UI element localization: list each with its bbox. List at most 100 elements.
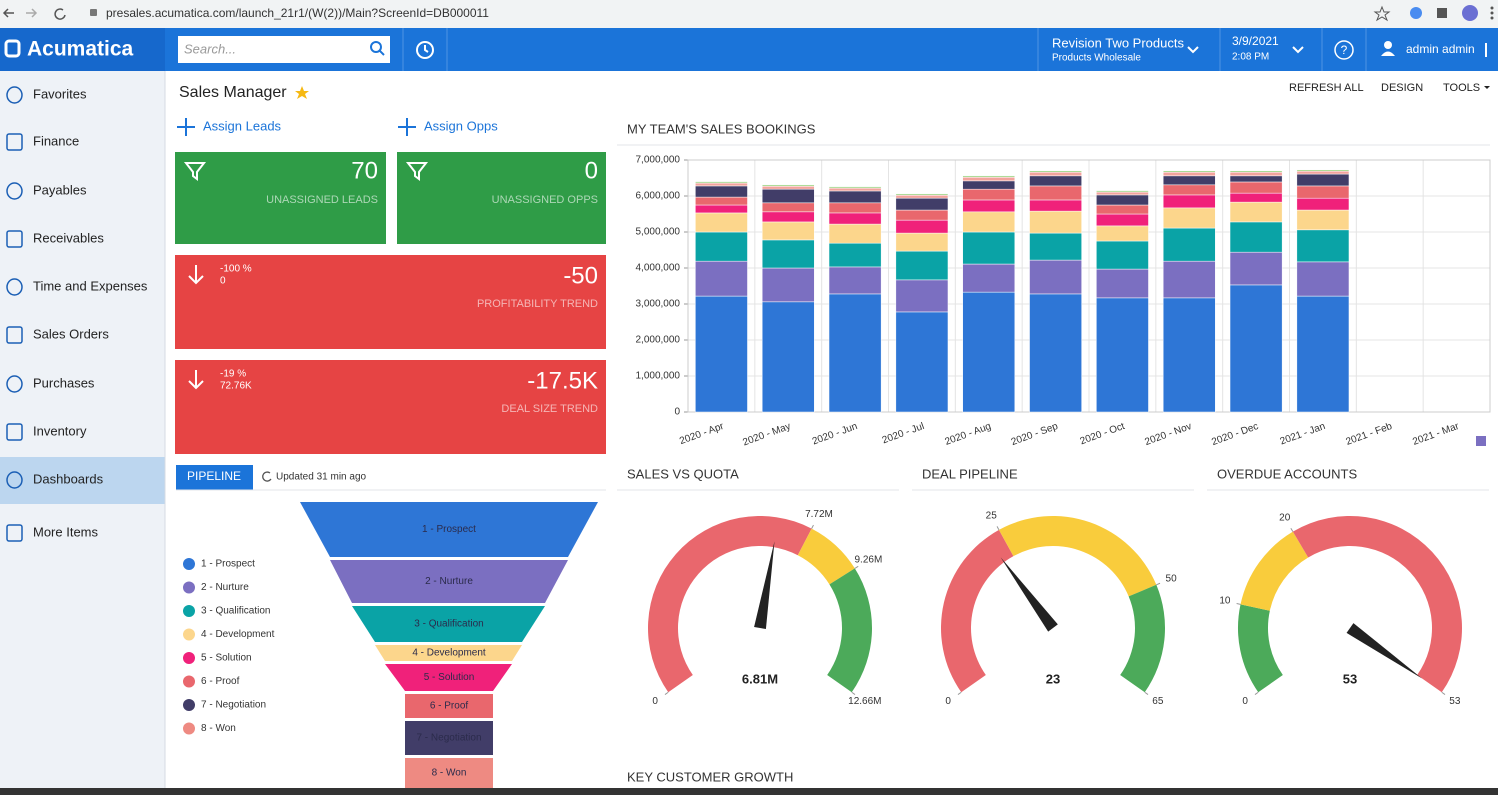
bar-segment[interactable] xyxy=(695,212,748,233)
bar-segment[interactable] xyxy=(1029,210,1082,234)
menu-icon[interactable] xyxy=(6,375,23,393)
bar-segment[interactable] xyxy=(895,209,949,221)
plus-icon[interactable] xyxy=(177,118,195,136)
bar-segment[interactable] xyxy=(695,182,748,187)
menu-item[interactable]: Favorites xyxy=(33,86,87,101)
bar-segment[interactable] xyxy=(1296,209,1350,231)
bar-segment[interactable] xyxy=(761,239,815,269)
menu-dot[interactable] xyxy=(1490,16,1494,20)
menu-item[interactable]: More Items xyxy=(33,524,99,539)
bar-segment[interactable] xyxy=(962,211,1016,233)
funnel-segment[interactable] xyxy=(300,502,598,557)
bar-segment[interactable] xyxy=(1096,194,1149,206)
bar-segment[interactable] xyxy=(962,177,1016,182)
bar-segment[interactable] xyxy=(1096,190,1149,193)
bar-segment[interactable] xyxy=(828,190,882,204)
quick-action[interactable]: Assign Leads xyxy=(203,118,282,133)
bar-segment[interactable] xyxy=(1096,268,1149,299)
user-icon[interactable] xyxy=(1384,41,1392,49)
legend-label[interactable]: 8 - Won xyxy=(201,723,236,734)
extensions-icon[interactable] xyxy=(1437,8,1447,18)
pipeline-tab[interactable] xyxy=(176,465,253,490)
bar-segment[interactable] xyxy=(828,242,882,268)
bar-segment[interactable] xyxy=(1162,175,1216,186)
page-action[interactable]: REFRESH ALL xyxy=(1289,82,1364,94)
bar-segment[interactable] xyxy=(962,199,1016,213)
bar-segment[interactable] xyxy=(1096,297,1149,413)
menu-icon[interactable] xyxy=(6,182,23,200)
bar-segment[interactable] xyxy=(895,311,949,413)
menu-dot[interactable] xyxy=(1490,11,1494,15)
bar-segment[interactable] xyxy=(761,211,815,223)
bar-segment[interactable] xyxy=(962,175,1016,178)
menu-icon[interactable] xyxy=(6,326,23,344)
menu-item[interactable]: Finance xyxy=(33,133,79,148)
bar-segment[interactable] xyxy=(1029,170,1082,173)
bar-segment[interactable] xyxy=(828,293,882,413)
bar-segment[interactable] xyxy=(828,187,882,192)
help[interactable]: ? xyxy=(1341,43,1348,57)
bar-segment[interactable] xyxy=(1096,191,1149,196)
search-icon[interactable] xyxy=(370,41,382,53)
bar-segment[interactable] xyxy=(761,202,815,213)
menu-item[interactable]: Payables xyxy=(33,182,87,197)
bar-segment[interactable] xyxy=(1296,169,1350,172)
bar-segment[interactable] xyxy=(1162,171,1216,177)
date[interactable]: 3/9/2021 xyxy=(1232,34,1279,48)
bar-segment[interactable] xyxy=(895,197,949,211)
page-action[interactable]: TOOLS xyxy=(1443,82,1480,94)
funnel-segment[interactable] xyxy=(352,606,545,642)
menu-dot[interactable] xyxy=(1490,6,1494,10)
bar-segment[interactable] xyxy=(1229,192,1283,203)
bar-segment[interactable] xyxy=(695,196,748,206)
back-button[interactable] xyxy=(2,8,14,18)
bar-segment[interactable] xyxy=(1029,259,1082,295)
bar-segment[interactable] xyxy=(695,185,748,198)
bar-segment[interactable] xyxy=(1096,204,1149,215)
bar-segment[interactable] xyxy=(695,181,748,184)
bar-segment[interactable] xyxy=(895,250,949,281)
bar-segment[interactable] xyxy=(1029,175,1082,187)
bar-segment[interactable] xyxy=(1162,260,1216,299)
menu-item[interactable]: Receivables xyxy=(33,230,104,245)
menu-icon[interactable] xyxy=(6,524,23,542)
bar-segment[interactable] xyxy=(1162,227,1216,262)
bar-segment[interactable] xyxy=(1229,181,1283,194)
bar-segment[interactable] xyxy=(695,231,748,262)
bar-segment[interactable] xyxy=(828,223,882,244)
menu-icon[interactable] xyxy=(6,423,23,441)
help-icon[interactable] xyxy=(1334,40,1354,60)
chevron[interactable] xyxy=(1187,46,1199,54)
bar-segment[interactable] xyxy=(895,193,949,196)
bar-segment[interactable] xyxy=(1296,170,1350,175)
user[interactable]: admin admin xyxy=(1406,42,1475,56)
bar-segment[interactable] xyxy=(895,195,949,199)
kpi-tile[interactable] xyxy=(175,152,386,244)
company[interactable]: Revision Two Products xyxy=(1052,35,1184,50)
bar-segment[interactable] xyxy=(1029,232,1082,261)
bar-segment[interactable] xyxy=(1229,171,1283,177)
menu-icon[interactable] xyxy=(6,133,23,151)
funnel-segment[interactable] xyxy=(330,560,568,603)
funnel-segment[interactable] xyxy=(405,721,493,755)
legend-label[interactable]: 1 - Prospect xyxy=(201,559,255,570)
time[interactable]: 2:08 PM xyxy=(1232,52,1269,63)
legend-label[interactable]: 7 - Negotiation xyxy=(201,700,266,711)
menu-item[interactable]: Inventory xyxy=(33,423,87,438)
bar-segment[interactable] xyxy=(761,188,815,204)
bar-segment[interactable] xyxy=(1229,251,1283,286)
search-box[interactable] xyxy=(178,36,390,63)
menu-item[interactable]: Purchases xyxy=(33,375,95,390)
history-icon[interactable] xyxy=(416,41,434,59)
menu-icon[interactable] xyxy=(6,230,23,248)
menu-item[interactable]: Sales Orders xyxy=(33,326,109,341)
funnel-segment[interactable] xyxy=(375,645,522,661)
quick-action[interactable]: Assign Opps xyxy=(424,118,498,133)
bar-segment[interactable] xyxy=(1029,185,1082,201)
funnel-segment[interactable] xyxy=(405,694,493,718)
bar-segment[interactable] xyxy=(1296,197,1350,211)
bar-segment[interactable] xyxy=(962,180,1016,190)
page-action[interactable]: DESIGN xyxy=(1381,82,1423,94)
bar-segment[interactable] xyxy=(761,221,815,241)
bar-segment[interactable] xyxy=(1296,229,1350,263)
